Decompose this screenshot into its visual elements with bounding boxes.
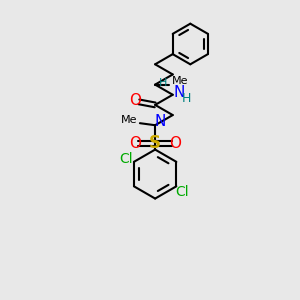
Text: O: O: [169, 136, 181, 151]
Text: Me: Me: [121, 115, 137, 125]
Text: S: S: [149, 134, 161, 152]
Text: N: N: [155, 114, 166, 129]
Text: O: O: [129, 136, 141, 151]
Text: O: O: [129, 93, 141, 108]
Text: N: N: [174, 85, 185, 100]
Text: Cl: Cl: [120, 152, 133, 166]
Text: H: H: [182, 92, 191, 105]
Text: H: H: [158, 78, 167, 88]
Text: Me: Me: [172, 76, 189, 86]
Text: Cl: Cl: [176, 185, 189, 199]
